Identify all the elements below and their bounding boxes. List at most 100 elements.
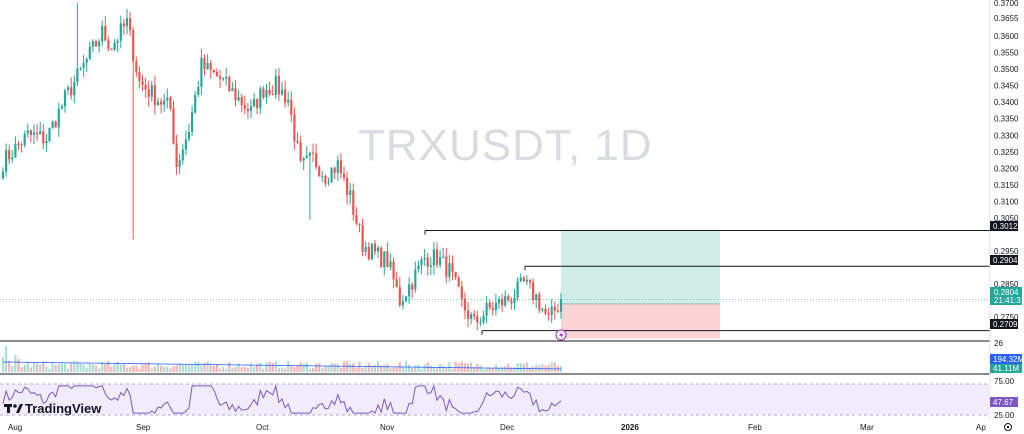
watermark: TRXUSDT, 1D <box>358 121 653 170</box>
candle-body <box>541 308 544 311</box>
candle-body <box>243 105 246 109</box>
candle-body <box>212 69 215 72</box>
candle-body <box>417 265 420 270</box>
candle-body <box>222 78 225 80</box>
candle-body <box>215 71 218 77</box>
candle-body <box>466 310 470 319</box>
volume-bar <box>414 365 417 372</box>
volume-bar <box>522 363 525 372</box>
time-label: Feb <box>748 423 762 432</box>
candle-body <box>463 298 466 311</box>
candle-body <box>525 279 528 282</box>
tradingview-logo[interactable]: TradingView <box>4 401 102 416</box>
volume-bar <box>473 366 476 372</box>
candle-body <box>153 85 156 105</box>
candle-body <box>156 101 160 105</box>
candle-body <box>29 130 32 135</box>
volume-bar <box>169 368 172 372</box>
volume-bar <box>482 368 485 372</box>
event-marker-icon[interactable] <box>555 329 567 341</box>
candle-body <box>460 286 463 299</box>
candle-body <box>367 247 370 260</box>
volume-bar <box>271 362 274 372</box>
volume-bar <box>367 363 370 372</box>
volume-bar <box>237 363 240 372</box>
candle-body <box>169 97 172 109</box>
candle-body <box>141 81 144 85</box>
volume-bar <box>135 365 138 372</box>
candle-body <box>70 87 73 96</box>
candle-body <box>67 87 70 91</box>
candle-body <box>494 303 497 311</box>
tradingview-logo-icon <box>4 404 23 413</box>
volume-bar <box>20 367 23 372</box>
price-tick-label: 0.2950 <box>994 247 1019 256</box>
candle-body <box>150 85 153 97</box>
volume-bar <box>79 363 82 372</box>
volume-bar <box>327 365 330 372</box>
volume-bar <box>191 364 194 372</box>
volume-bar <box>532 366 535 372</box>
candle-body <box>373 243 377 252</box>
candle-body <box>544 308 547 314</box>
volume-bar <box>39 364 42 372</box>
candle-body <box>349 190 352 196</box>
volume-bar <box>361 367 364 372</box>
volume-bar <box>1 357 5 372</box>
volume-bar <box>225 368 228 372</box>
candle-body <box>104 26 107 41</box>
candle-body <box>333 167 336 173</box>
candle-body <box>547 313 550 316</box>
volume-bar <box>318 363 321 372</box>
time-label: Ap <box>976 423 986 432</box>
volume-bar <box>166 366 169 372</box>
candle-body <box>361 224 364 252</box>
volume-bar <box>11 365 14 372</box>
volume-bar <box>460 361 463 372</box>
candle-body <box>482 315 485 323</box>
volume-bar <box>408 364 411 372</box>
volume-bar <box>113 363 116 372</box>
candle-body <box>98 41 101 47</box>
volume-bar <box>349 364 352 372</box>
volume-bar <box>51 363 54 372</box>
volume-bars <box>1 346 563 372</box>
volume-bar <box>32 362 36 372</box>
candle-body <box>265 89 268 98</box>
settings-icon[interactable] <box>1004 423 1012 431</box>
candle-body <box>476 316 479 323</box>
volume-bar <box>395 367 398 372</box>
volume-bar <box>305 362 308 372</box>
volume-bar <box>29 367 32 372</box>
candle-body <box>231 88 234 92</box>
candle-body <box>507 296 510 301</box>
volume-bar <box>231 368 234 372</box>
position-zones <box>0 230 990 339</box>
candle-body <box>358 223 361 225</box>
volume-bar <box>445 367 448 372</box>
candle-body <box>234 88 237 101</box>
volume-bar <box>73 361 76 372</box>
volume-bar <box>42 361 45 372</box>
volume-bar <box>26 362 29 372</box>
candle-body <box>125 18 129 27</box>
candle-body <box>110 48 113 50</box>
candle-body <box>485 302 488 316</box>
volume-bar <box>119 364 122 372</box>
candle-body <box>107 40 110 49</box>
volume-bar <box>228 362 231 372</box>
candle-body <box>308 152 311 156</box>
candle-body <box>132 30 135 62</box>
time-label: Oct <box>256 423 269 432</box>
candle-body <box>175 143 178 167</box>
candle-body <box>197 86 200 95</box>
volume-bar <box>336 363 339 372</box>
volume-bar <box>429 365 432 372</box>
volume-bar <box>246 367 249 372</box>
time-label: 2026 <box>621 423 639 432</box>
candle-body <box>14 143 17 158</box>
volume-bar <box>101 362 104 372</box>
candle-body <box>237 97 240 101</box>
loss-zone <box>561 303 720 339</box>
